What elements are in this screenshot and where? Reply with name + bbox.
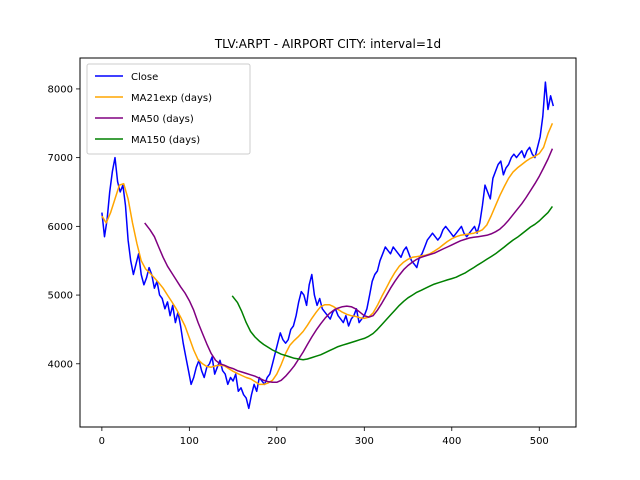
y-tick-label: 7000	[48, 153, 73, 164]
legend-label: MA21exp (days)	[131, 93, 212, 104]
series-line-ma50-days	[144, 148, 554, 384]
x-tick-label: 200	[267, 436, 286, 447]
legend: Close MA21exp (days) MA50 (days) MA150 (day…	[86, 63, 251, 155]
series-line-ma21exp-days	[101, 123, 554, 386]
y-tick-label: 8000	[48, 84, 73, 95]
legend-label: MA50 (days)	[131, 114, 194, 125]
y-tick-label: 5000	[48, 291, 73, 302]
y-tick-label: 4000	[48, 359, 73, 370]
plot-area-frame	[79, 57, 577, 428]
x-tick-label: 300	[355, 436, 374, 447]
x-tick-label: 0	[99, 436, 105, 447]
x-tick-label: 100	[180, 436, 199, 447]
legend-label: Close	[131, 72, 158, 83]
legend-box	[86, 63, 251, 155]
x-axis: 0 100 200 300 400 500	[99, 427, 549, 447]
plot-lines	[101, 81, 555, 410]
y-axis: 4000 5000 6000 7000 8000	[48, 84, 80, 370]
x-tick-label: 400	[442, 436, 461, 447]
x-tick-label: 500	[530, 436, 549, 447]
y-tick-label: 6000	[48, 222, 73, 233]
series-line-ma150-days	[231, 205, 554, 361]
legend-label: MA150 (days)	[131, 135, 200, 146]
chart-title: TLV:ARPT - AIRPORT CITY: interval=1d	[214, 37, 441, 51]
